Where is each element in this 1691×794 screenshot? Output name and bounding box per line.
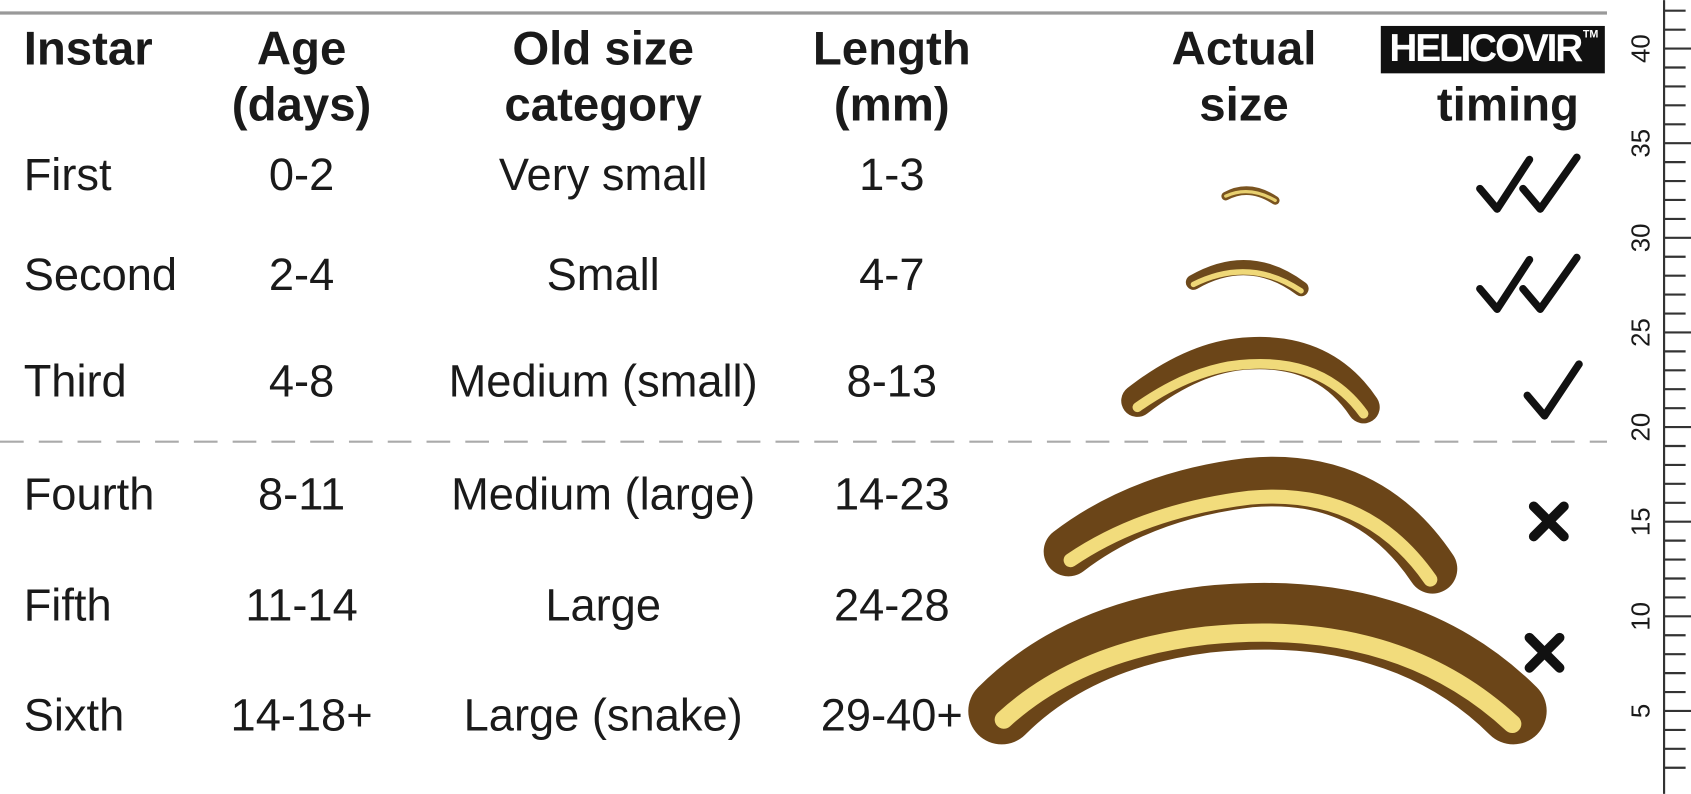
table-cell: 1-3 [859,149,924,200]
table-cell: Sixth [24,689,125,740]
column-header: Old size [512,22,694,75]
table-cell: 14-18+ [231,689,373,740]
column-header: Length [813,22,971,75]
table-cell: 0-2 [269,149,334,200]
check [1480,260,1530,310]
table-cell: 29-40+ [821,689,963,740]
table-cell: Third [24,356,127,407]
table-cell: Medium (small) [449,356,758,407]
table-cell: Small [547,249,660,300]
table-cell: 14-23 [834,469,950,520]
column-header: Age [257,22,347,75]
table-cell: Very small [499,149,708,200]
check [1523,157,1577,209]
table-cell: 24-28 [834,580,950,631]
timing-marks [1480,157,1579,668]
column-header: Actual [1172,22,1317,75]
ruler-label: 10 [1627,602,1655,631]
logo-mark: TM [1583,28,1599,40]
column-header: (mm) [834,78,950,131]
ruler-label: 35 [1627,129,1655,158]
column-header: category [504,78,702,131]
table-cell: Second [24,249,177,300]
ruler-ticks [1664,11,1691,768]
page: {"table": { "headers": [["Instar"], ["Ag… [0,0,1691,794]
table-cell: First [24,149,112,200]
ruler-label: 30 [1627,223,1655,252]
check [1527,364,1579,416]
table-cell: Large (snake) [464,689,743,740]
column-header: Instar [24,22,153,75]
check [1480,160,1530,210]
table-cell: 4-8 [269,356,334,407]
caterpillars [1002,191,1514,724]
table-cell: Fifth [24,580,112,631]
table-cell: Medium (large) [451,469,755,520]
table-cell: 11-14 [245,580,357,631]
column-header: size [1199,78,1289,131]
table-cell: Fourth [24,469,155,520]
cross [1534,506,1564,536]
table-cell: 2-4 [269,249,334,300]
column-header: timing [1437,78,1579,131]
table-cell: 8-13 [847,356,938,407]
table-cell: 8-11 [258,469,345,520]
table-cell: Large [545,580,661,631]
logo-brand: HELICOVIR [1389,27,1583,70]
cross [1529,638,1559,668]
ruler-label: 20 [1627,413,1655,442]
ruler-label: 25 [1627,318,1655,347]
chart-table: Instar Age(days) Old sizecategory Length(mm… [0,0,1691,794]
ruler-label: 5 [1627,704,1655,718]
table-cell: 4-7 [859,249,924,300]
check [1523,258,1577,310]
ruler-label: 40 [1627,34,1655,63]
ruler-label: 15 [1627,507,1655,536]
column-header: (days) [232,78,372,131]
